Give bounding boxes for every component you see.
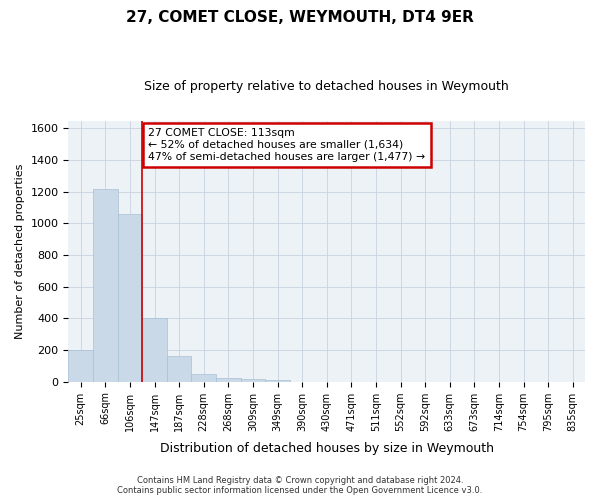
Bar [93, 188, 118, 382]
Bar [265, 380, 290, 382]
Text: Contains HM Land Registry data © Crown copyright and database right 2024.
Contai: Contains HM Land Registry data © Crown c… [118, 476, 482, 495]
Bar [241, 380, 265, 382]
Bar [68, 350, 93, 382]
Text: 27, COMET CLOSE, WEYMOUTH, DT4 9ER: 27, COMET CLOSE, WEYMOUTH, DT4 9ER [126, 10, 474, 25]
Y-axis label: Number of detached properties: Number of detached properties [15, 164, 25, 339]
Bar [118, 214, 142, 382]
Bar [142, 318, 167, 382]
Bar [167, 356, 191, 382]
Bar [216, 378, 241, 382]
X-axis label: Distribution of detached houses by size in Weymouth: Distribution of detached houses by size … [160, 442, 494, 455]
Bar [191, 374, 216, 382]
Title: Size of property relative to detached houses in Weymouth: Size of property relative to detached ho… [145, 80, 509, 93]
Text: 27 COMET CLOSE: 113sqm
← 52% of detached houses are smaller (1,634)
47% of semi-: 27 COMET CLOSE: 113sqm ← 52% of detached… [148, 128, 425, 162]
